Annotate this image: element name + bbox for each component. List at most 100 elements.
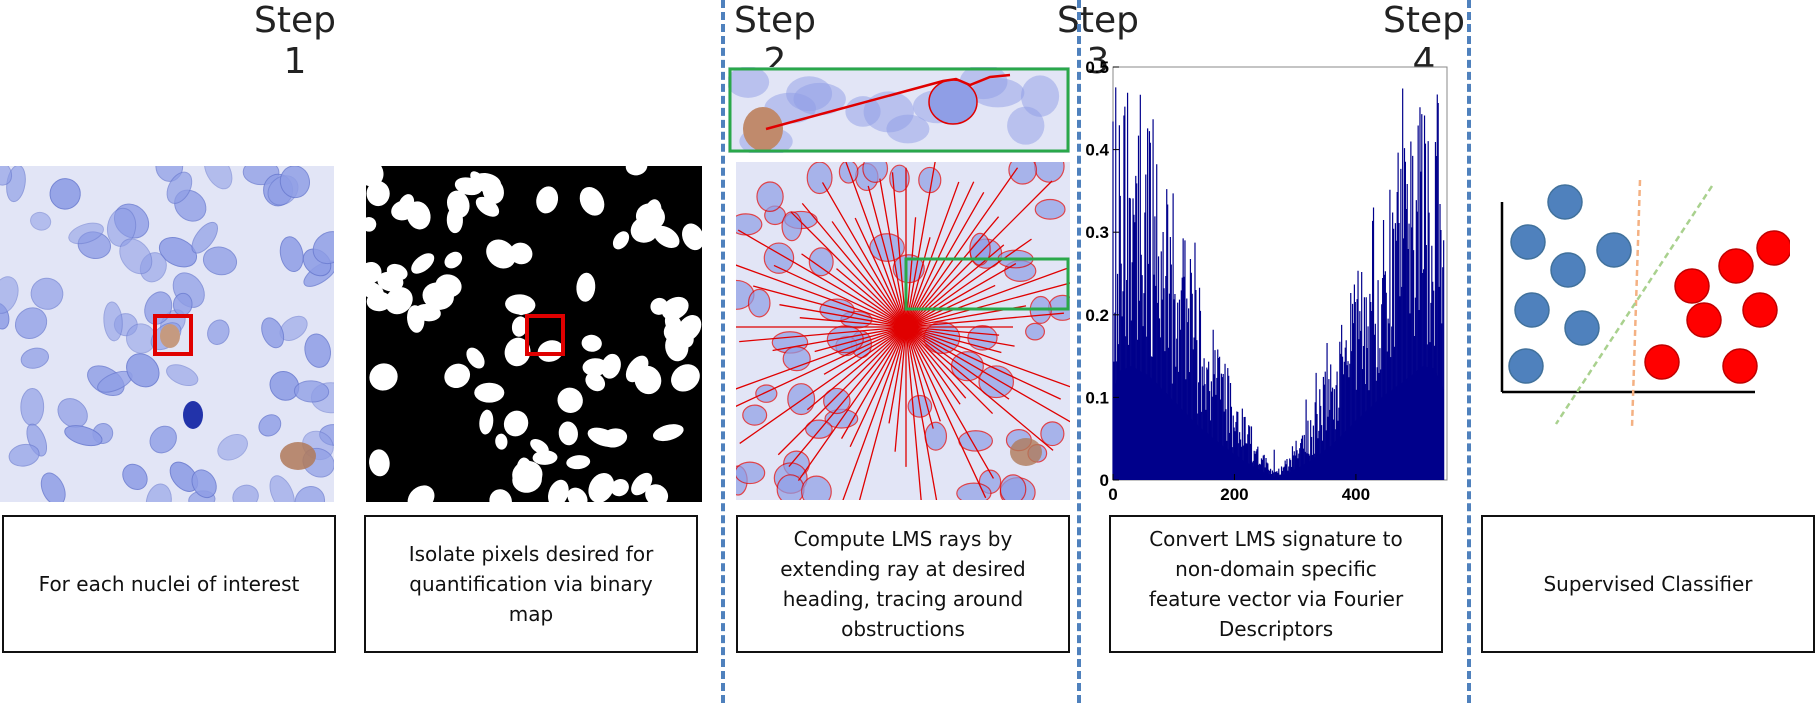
y-tick-label: 0.5: [1085, 58, 1109, 77]
nucleus-highlight-box: [153, 314, 193, 356]
binary-blob: [652, 424, 684, 442]
nucleus: [68, 222, 104, 245]
lms-ray: [788, 326, 907, 467]
signature-base: [1113, 366, 1444, 480]
y-tick-label: 0: [1100, 471, 1109, 490]
lms-ray: [905, 237, 931, 328]
lms-ray: [806, 326, 907, 411]
step-separator-3: [1467, 0, 1471, 703]
binary-blob: [366, 216, 377, 232]
ray-nucleus: [924, 421, 948, 451]
binary-blob: [366, 181, 390, 207]
lms-ray: [905, 238, 1032, 328]
binary-blob: [470, 171, 489, 192]
binary-highlight-box: [525, 314, 565, 356]
caption-binary-map: Isolate pixels desired for quantificatio…: [364, 515, 698, 653]
lms-ray: [905, 162, 936, 328]
ray-nucleus: [862, 162, 889, 183]
zoom-inset-frame: [728, 67, 1070, 153]
nucleus: [166, 171, 193, 204]
nucleus: [145, 483, 172, 502]
binary-blob: [505, 294, 536, 315]
ray-nucleus: [869, 233, 905, 262]
binary-blob: [682, 223, 702, 251]
nucleus: [217, 433, 248, 461]
lms-ray: [736, 326, 907, 407]
lms-ray: [799, 317, 907, 328]
binary-blob: [444, 251, 463, 269]
nucleus: [40, 472, 66, 502]
nucleus: [14, 307, 48, 340]
lms-ray: [737, 229, 907, 328]
lms-ray: [779, 304, 907, 328]
nucleus: [312, 231, 334, 265]
zoom-source-box: [904, 257, 1070, 311]
lms-ray: [905, 326, 961, 405]
ray-nucleus: [736, 461, 766, 485]
lms-ray: [905, 326, 987, 499]
lms-ray: [790, 211, 907, 328]
nucleus: [207, 319, 230, 345]
lms-ray: [773, 264, 907, 328]
class-a-point: [1508, 348, 1544, 384]
ray-nucleus: [967, 325, 998, 351]
ray-nucleus: [1034, 198, 1066, 220]
lms-ray: [845, 162, 907, 328]
binary-blob: [634, 365, 662, 395]
lms-ray: [836, 268, 907, 328]
class-a-point: [1514, 292, 1550, 328]
nucleus: [20, 387, 45, 426]
nucleus: [166, 364, 199, 387]
zoom-nucleus: [971, 78, 1025, 108]
class-b-point: [1718, 248, 1754, 284]
ray-nucleus: [806, 162, 833, 195]
binary-blob: [411, 253, 435, 274]
x-tick-label: 0: [1108, 485, 1117, 504]
lms-ray: [905, 326, 1070, 423]
nucleus: [0, 276, 19, 314]
ray-nucleus: [763, 242, 795, 274]
lms-ray: [777, 326, 907, 456]
class-b-point: [1722, 348, 1758, 384]
lms-ray: [831, 221, 907, 328]
lms-ray: [840, 326, 907, 439]
binary-blob: [582, 358, 608, 377]
ray-nucleus: [756, 181, 784, 212]
binary-blob: [625, 166, 648, 176]
dark-nucleus: [183, 401, 203, 429]
lms-ray: [854, 217, 907, 328]
nucleus: [304, 333, 331, 368]
nucleus: [191, 469, 217, 499]
ray-zoom-inset: [728, 67, 1070, 153]
class-a-point: [1510, 224, 1546, 260]
nucleus: [103, 301, 123, 342]
lms-ray: [821, 182, 907, 328]
nucleus: [294, 485, 326, 502]
step-separator-2: [1077, 0, 1081, 703]
nucleus: [0, 166, 13, 186]
y-tick-label: 0.2: [1085, 306, 1109, 325]
ray-nucleus: [999, 474, 1027, 500]
binary-blob: [661, 296, 689, 320]
binary-blob: [366, 291, 392, 312]
nucleus: [258, 414, 282, 437]
binary-blob: [486, 239, 516, 269]
ray-nucleus: [823, 387, 851, 415]
binary-blob: [567, 487, 588, 502]
lms-ray: [905, 180, 1053, 328]
lms-ray: [739, 326, 907, 444]
binary-blob: [650, 297, 669, 315]
binary-blob: [369, 363, 398, 391]
zoom-obstruction: [928, 79, 978, 125]
ray-nucleus: [838, 162, 859, 184]
zoom-ray: [765, 73, 1011, 131]
ray-nucleus: [747, 288, 771, 318]
target-nucleus: [160, 324, 180, 348]
class-a-point: [1547, 184, 1583, 220]
lms-ray: [801, 202, 907, 328]
binary-blob: [366, 166, 384, 187]
nucleus: [122, 463, 148, 490]
lms-ray: [797, 326, 907, 481]
ray-nucleus: [956, 482, 992, 500]
lms-ray: [905, 267, 1069, 328]
